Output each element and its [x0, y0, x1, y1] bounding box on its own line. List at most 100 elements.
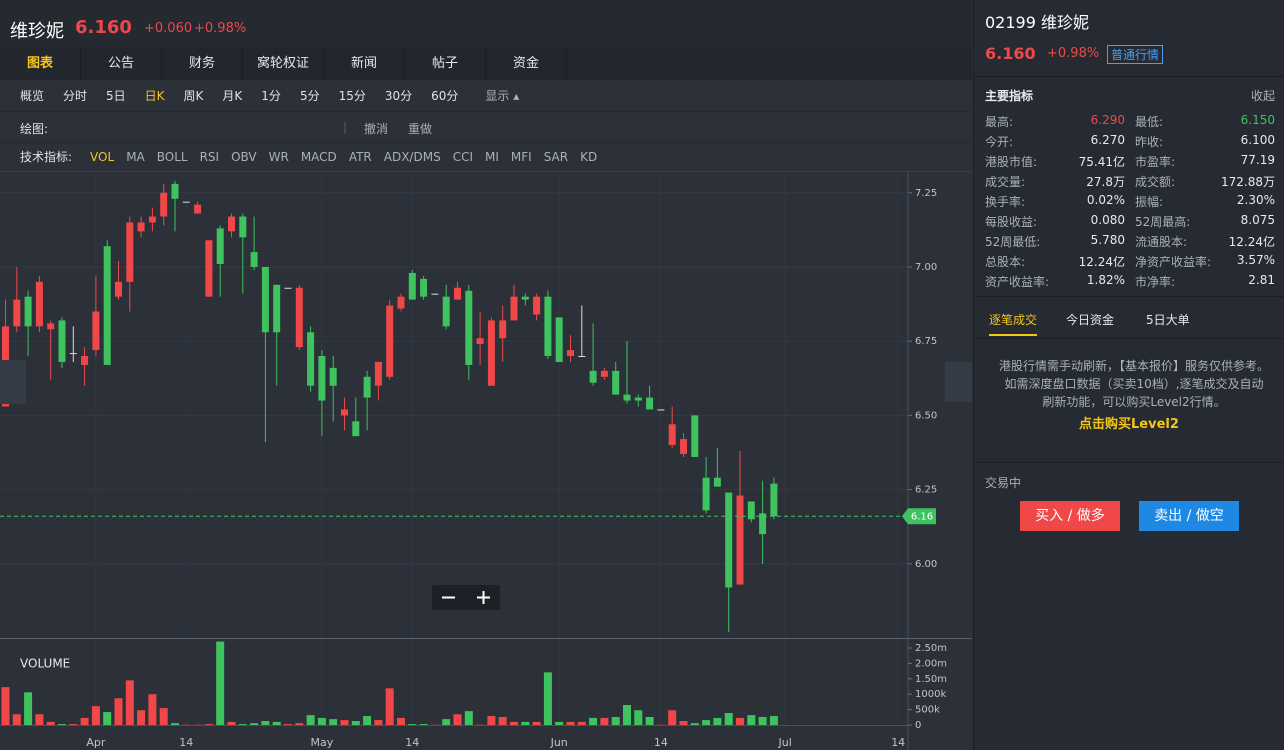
buy-level2-link[interactable]: 点击购买Level2 [1079, 417, 1179, 432]
indicator-option[interactable]: RSI [199, 149, 220, 164]
indicator-option[interactable]: MFI [510, 149, 532, 164]
volume-bar [736, 717, 744, 725]
trade-tab[interactable]: 逐笔成交 [989, 311, 1038, 336]
volume-bar [204, 724, 213, 725]
stat-label: 净资产收益率: [1135, 255, 1212, 269]
tab[interactable]: 资金 [486, 48, 567, 80]
quote-badge[interactable]: 普通行情 [1107, 45, 1164, 64]
candle-body [600, 370, 608, 377]
period-option[interactable]: 30分 [384, 89, 413, 103]
price-tag-label: 6.16 [911, 511, 933, 522]
indicator-option[interactable]: SAR [543, 149, 569, 164]
undo-button[interactable]: 撤消 [364, 122, 389, 136]
candle-body [250, 252, 258, 267]
tab[interactable]: 图表 [0, 48, 81, 80]
buy-button[interactable]: 买入 / 做多 [1020, 501, 1120, 531]
stat-label: 昨收: [1135, 135, 1164, 149]
volume-bar [46, 721, 55, 725]
period-option[interactable]: 概览 [20, 89, 45, 103]
volume-bar [543, 672, 552, 725]
stock-name: 维珍妮 [10, 21, 64, 42]
separator: | [343, 120, 348, 134]
tab[interactable]: 帖子 [405, 48, 486, 80]
candle-body [533, 296, 541, 315]
indicator-option[interactable]: MI [485, 149, 499, 164]
volume-bar [374, 720, 383, 725]
volume-bar [250, 723, 259, 725]
indicator-option[interactable]: OBV [231, 149, 257, 164]
indicator-bar: 技术指标: VOL MA BOLL RSI OBV WR MACD ATR ADX/DMS CCI M… [0, 142, 972, 172]
stat-label: 每股收益: [985, 215, 1038, 229]
stat-value: 27.8万 [1086, 175, 1125, 189]
tab[interactable]: 公告 [81, 48, 162, 80]
candle-body [589, 370, 597, 383]
candle-body [702, 477, 710, 511]
period-option[interactable]: 60分 [431, 89, 459, 103]
indicator-option[interactable]: CCI [452, 149, 473, 164]
tab[interactable]: 财务 [162, 48, 243, 80]
volume-bar [668, 710, 677, 725]
indicator-option[interactable]: BOLL [156, 149, 188, 164]
period-option[interactable]: 分时 [63, 89, 88, 103]
collapse-button[interactable]: 收起 [1250, 89, 1275, 103]
trade-tab[interactable]: 今日资金 [1066, 313, 1115, 327]
period-option[interactable]: 5日 [106, 89, 126, 103]
candle-body [442, 296, 450, 327]
indicator-option[interactable]: ATR [348, 149, 372, 164]
sell-button[interactable]: 卖出 / 做空 [1139, 501, 1239, 531]
candle-body [657, 409, 665, 411]
candle-body [205, 240, 213, 297]
candle-body [182, 201, 190, 203]
period-option[interactable]: 1分 [261, 89, 281, 103]
candle-body [69, 353, 77, 355]
tab[interactable]: 新闻 [324, 48, 405, 80]
candle-body [578, 356, 586, 358]
period-option[interactable]: 周K [183, 89, 204, 103]
candle-body [544, 296, 552, 357]
indicator-option[interactable]: KD [580, 149, 598, 164]
scroll-right[interactable] [945, 362, 972, 402]
period-option[interactable]: 5分 [299, 89, 320, 103]
indicator-option[interactable]: MACD [300, 149, 337, 164]
candle-body [228, 216, 235, 232]
indicator-option[interactable]: VOL [90, 149, 115, 164]
candle-body [47, 323, 55, 330]
period-option[interactable]: 月K [222, 89, 243, 103]
redo-button[interactable]: 重做 [408, 122, 433, 136]
volume-bar [634, 710, 643, 725]
trade-tab[interactable]: 5日大单 [1146, 313, 1190, 327]
zoom-in[interactable] [477, 591, 490, 604]
volume-bar [114, 698, 123, 725]
volume-bar [577, 721, 586, 725]
stat-value: 2.30% [1236, 193, 1275, 207]
stat-value: 0.080 [1090, 213, 1125, 227]
stat-value: 8.075 [1240, 213, 1275, 227]
stat-label: 成交额: [1135, 175, 1176, 189]
tab[interactable]: 窝轮权证 [243, 48, 324, 80]
period-option[interactable]: 15分 [338, 89, 366, 103]
indicator-option[interactable]: WR [268, 149, 289, 164]
candle-body [295, 287, 303, 348]
y-tick-label: 1000k [915, 689, 946, 700]
candle-body [713, 477, 721, 487]
stock-price: 6.160 [75, 17, 132, 38]
candle-body [770, 483, 778, 517]
x-tick-label: Apr [86, 736, 106, 749]
sidebar-price: 6.160 [985, 44, 1036, 63]
volume-bar [80, 717, 89, 725]
x-tick-label: Jun [550, 736, 568, 749]
candle-body [239, 216, 247, 238]
stat-label: 成交量: [985, 175, 1026, 189]
stat-value: 5.780 [1090, 233, 1125, 247]
scroll-left[interactable] [0, 360, 26, 404]
period-option[interactable]: 显示 ▴ [485, 89, 520, 103]
stat-label: 流通股本: [1135, 235, 1188, 249]
stat-label: 最高: [985, 115, 1014, 129]
indicator-option[interactable]: ADX/DMS [383, 149, 441, 164]
indicator-option[interactable]: MA [126, 149, 145, 164]
volume-bar [159, 708, 168, 725]
notice: 港股行情需手动刷新，【基本报价】服务仅供参考。如需深度盘口数据（买卖10档）,逐… [999, 359, 1270, 409]
x-tick-label: 14 [405, 736, 419, 749]
period-option[interactable]: 日K [144, 89, 165, 103]
price-tag [902, 508, 936, 525]
